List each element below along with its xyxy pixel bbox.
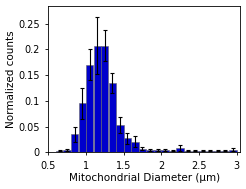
Bar [199, 151, 206, 152]
Bar [116, 125, 123, 152]
Bar [192, 151, 199, 152]
Bar [214, 151, 222, 152]
Bar [222, 151, 229, 152]
Bar [109, 83, 116, 152]
Bar [56, 151, 63, 152]
Bar [146, 150, 154, 152]
Bar [78, 103, 86, 152]
Bar [86, 65, 93, 152]
Bar [131, 142, 139, 152]
Bar [93, 46, 101, 152]
Bar [161, 150, 169, 152]
Bar [169, 151, 176, 152]
Bar [101, 46, 108, 152]
Bar [229, 150, 237, 152]
Bar [207, 151, 214, 152]
Bar [154, 150, 161, 152]
Bar [63, 150, 71, 152]
Bar [71, 134, 78, 152]
Bar [124, 138, 131, 152]
Y-axis label: Normalized counts: Normalized counts [6, 30, 15, 128]
Bar [184, 151, 191, 152]
Bar [176, 148, 184, 152]
X-axis label: Mitochondrial Diameter (μm): Mitochondrial Diameter (μm) [69, 174, 220, 184]
Bar [139, 149, 146, 152]
